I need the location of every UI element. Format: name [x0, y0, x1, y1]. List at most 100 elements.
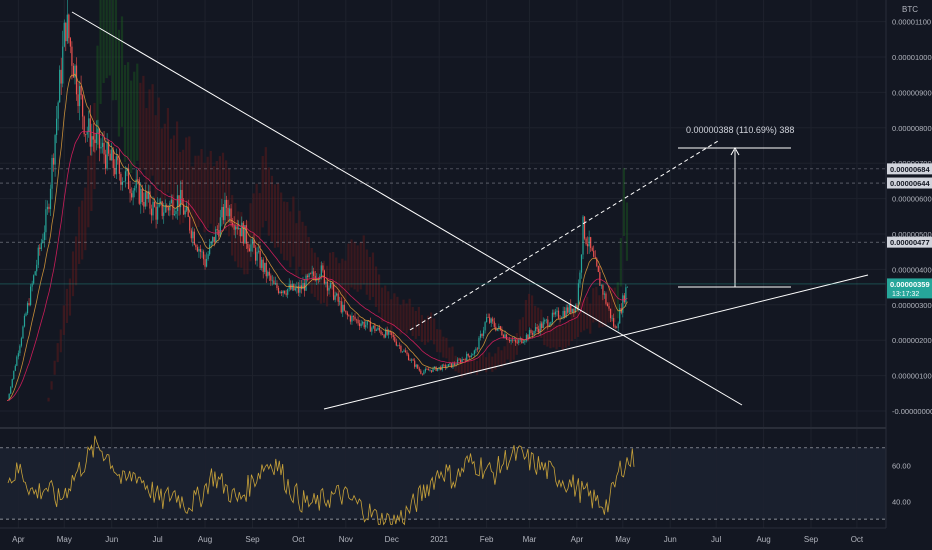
candle-body [16, 356, 18, 366]
candle-body [36, 264, 38, 272]
candle-body [199, 249, 202, 252]
candle-body [587, 244, 589, 247]
candle-body [432, 368, 434, 372]
candle-body [120, 173, 122, 185]
candle-body [378, 327, 381, 331]
candle-body [106, 142, 108, 169]
candle-body [144, 192, 146, 207]
candle-body [482, 330, 485, 336]
currency-label: BTC [902, 5, 918, 14]
candle-body [101, 142, 104, 147]
x-tick-label: Jun [664, 535, 677, 544]
candle-body [501, 329, 503, 336]
candle-body [484, 322, 486, 331]
cloud-segment [90, 133, 93, 211]
cloud-segment [243, 221, 246, 275]
candle-body [395, 341, 397, 346]
candle-body [300, 285, 303, 290]
candle-body [10, 387, 12, 394]
candle-body [181, 189, 183, 205]
candle-body [152, 201, 154, 216]
candle-body [502, 335, 505, 338]
cloud-segment [203, 162, 206, 233]
candle-body [173, 214, 176, 216]
cloud-segment [579, 301, 583, 333]
cloud-segment [108, 0, 111, 76]
cloud-segment [494, 353, 497, 370]
candle-body [193, 231, 195, 245]
candle-body [337, 293, 339, 302]
candle-body [596, 258, 598, 266]
cloud-segment [552, 322, 555, 348]
candle-body [78, 86, 81, 107]
candle-body [568, 303, 570, 313]
cloud-segment [209, 150, 212, 224]
cloud-segment [295, 223, 298, 276]
candle-body [554, 311, 557, 315]
candle-body [167, 207, 169, 211]
cloud-segment [586, 296, 589, 329]
cloud-segment [59, 329, 62, 353]
cloud-segment [139, 82, 142, 175]
candle-body [66, 14, 68, 42]
trendlines[interactable] [0, 11, 886, 410]
candle-body [463, 359, 465, 360]
candle-body [524, 340, 526, 343]
candle-body [149, 191, 151, 209]
cloud-segment [133, 71, 136, 167]
candle-body [542, 321, 544, 329]
candle-body [270, 275, 272, 281]
candle-body [576, 305, 578, 309]
candle-body [273, 280, 275, 285]
candle-body [48, 206, 50, 210]
candle-body [282, 290, 284, 294]
candle-body [108, 142, 110, 154]
cloud-segment [460, 364, 463, 378]
cloud-segment [292, 196, 295, 257]
cloud-segment [114, 0, 117, 101]
candle-body [259, 250, 261, 268]
candle-body [262, 259, 264, 272]
candle-body [212, 236, 214, 242]
candle-body [276, 283, 278, 288]
candle-body [261, 259, 263, 268]
candle-body [577, 283, 580, 309]
candle-body [392, 335, 394, 337]
candle-body [622, 295, 624, 313]
candle-body [117, 156, 119, 161]
candle-body [63, 22, 65, 47]
candle-body [42, 239, 44, 243]
candle-body [332, 284, 335, 300]
cloud-segment [374, 266, 378, 307]
candle-body [14, 365, 16, 371]
cloud-segment [555, 325, 558, 350]
candle-body [146, 192, 148, 200]
cloud-segment [255, 183, 258, 248]
x-tick-label: Nov [339, 535, 353, 544]
y-tick-label: 0.00000800 [892, 124, 932, 133]
price-label-text: 0.00000644 [890, 179, 930, 188]
candle-body [320, 265, 322, 276]
cloud-segment [252, 193, 255, 255]
candle-body [467, 353, 469, 356]
candle-body [322, 265, 324, 271]
candle-body [342, 304, 344, 313]
candle-body [54, 135, 56, 165]
candle-body [205, 258, 208, 267]
candle-body [415, 364, 417, 367]
candle-body [579, 272, 581, 284]
cloud-segment [469, 360, 472, 375]
x-axis: Apr May Jun Jul Aug Sep Oct Nov Dec 2021 Feb Mar Apr… [0, 527, 886, 544]
cloud-segment [482, 353, 485, 370]
candle-body [372, 325, 374, 328]
cloud-segment [503, 346, 506, 365]
candle-body [470, 355, 472, 358]
candle-body [619, 308, 621, 324]
cloud-segment [99, 0, 102, 104]
cloud-segment [93, 102, 96, 190]
candle-body [89, 118, 91, 147]
candle-body [375, 329, 378, 331]
candle-body [325, 281, 327, 284]
cloud-segment [276, 183, 280, 248]
